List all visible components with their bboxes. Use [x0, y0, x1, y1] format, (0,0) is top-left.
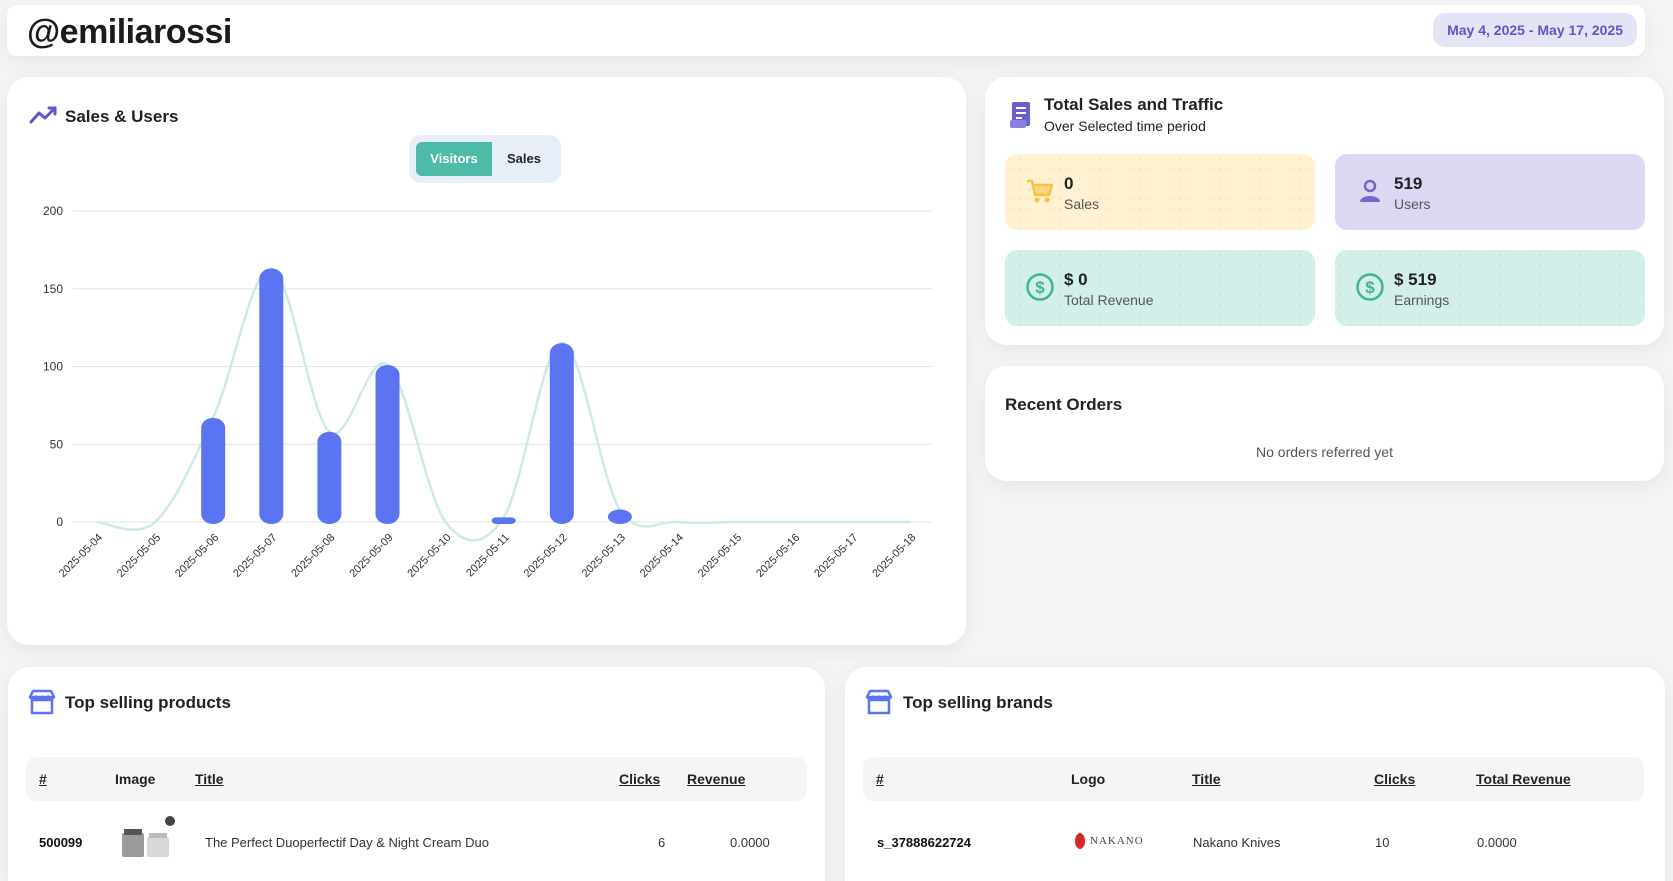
stat-total-revenue: $ $ 0 Total Revenue [1005, 250, 1315, 326]
x-tick-label: 2025-05-06 [173, 532, 221, 580]
y-tick-label: 100 [43, 360, 63, 374]
chart-title: Sales & Users [65, 107, 179, 126]
x-tick-label: 2025-05-13 [580, 532, 628, 580]
date-range-picker[interactable]: May 4, 2025 - May 17, 2025 [1433, 13, 1637, 47]
top-products-title: Top selling products [65, 693, 231, 712]
chart-bar [317, 431, 342, 524]
x-tick-label: 2025-05-10 [405, 532, 453, 580]
page-title: @emiliarossi [27, 13, 232, 51]
chart-bar [607, 509, 632, 524]
cart-icon [1027, 179, 1054, 203]
col-title[interactable]: Title [1192, 771, 1221, 787]
store-icon [28, 689, 56, 715]
brand-title: Nakano Knives [1193, 835, 1281, 850]
chart-bar [491, 517, 516, 524]
svg-text:$: $ [1365, 278, 1375, 297]
y-tick-label: 150 [43, 282, 63, 296]
top-brands-card: Top selling brands # Logo Title Clicks T… [845, 667, 1665, 881]
brands-table-header: # Logo Title Clicks Total Revenue [863, 757, 1644, 801]
col-total-revenue[interactable]: Total Revenue [1476, 771, 1571, 787]
svg-text:$: $ [1035, 278, 1045, 297]
stat-users-value: 519 [1394, 174, 1423, 193]
recent-orders-card: Recent Orders No orders referred yet [985, 366, 1664, 481]
visitors-toggle-button[interactable]: Visitors [416, 142, 492, 176]
stat-earnings: $ $ 519 Earnings [1335, 250, 1645, 326]
x-tick-label: 2025-05-04 [57, 532, 105, 580]
top-brands-title: Top selling brands [903, 693, 1053, 712]
recent-orders-empty-text: No orders referred yet [1256, 444, 1393, 460]
stat-total-revenue-value: $ 0 [1064, 270, 1088, 289]
sales-toggle-button[interactable]: Sales [507, 151, 541, 166]
stat-total-revenue-label: Total Revenue [1064, 292, 1154, 308]
x-tick-label: 2025-05-14 [638, 532, 686, 580]
y-tick-label: 0 [56, 515, 63, 529]
brand-logo: NAKANO [1075, 831, 1144, 851]
receipt-icon [1010, 102, 1030, 128]
col-clicks[interactable]: Clicks [1374, 771, 1416, 787]
dollar-circle-icon: $ [1356, 273, 1384, 301]
product-revenue: 0.0000 [730, 835, 770, 850]
traffic-subtitle: Over Selected time period [1044, 118, 1206, 134]
store-icon [865, 689, 893, 715]
x-tick-label: 2025-05-16 [754, 532, 802, 580]
recent-orders-title: Recent Orders [1005, 395, 1123, 414]
x-tick-label: 2025-05-07 [231, 532, 279, 580]
x-tick-label: 2025-05-12 [522, 532, 570, 580]
top-products-card: Top selling products # Image Title Click… [8, 667, 825, 881]
user-icon [1360, 179, 1380, 202]
x-tick-label: 2025-05-11 [464, 532, 512, 580]
chart-bar [375, 364, 400, 524]
col-logo: Logo [1071, 771, 1106, 787]
page-header: @emiliarossi May 4, 2025 - May 17, 2025 [7, 5, 1645, 56]
x-tick-label: 2025-05-18 [870, 532, 918, 580]
x-tick-label: 2025-05-08 [289, 532, 337, 580]
chart-bar [259, 268, 284, 524]
dollar-circle-icon: $ [1026, 273, 1054, 301]
chart-bar [549, 343, 574, 524]
product-clicks: 6 [658, 835, 666, 850]
product-id: 500099 [39, 835, 83, 850]
sales-users-card: Sales & Users 0 50 100 150 200 2025-05-04 2025… [7, 77, 966, 645]
x-tick-label: 2025-05-09 [347, 532, 395, 580]
visitors-trend-line [96, 267, 911, 542]
brand-revenue: 0.0000 [1477, 835, 1517, 850]
chart-toggle: Visitors Sales [409, 135, 561, 183]
y-tick-label: 50 [50, 437, 64, 451]
stat-earnings-label: Earnings [1394, 292, 1450, 308]
stat-users: 519 Users [1335, 154, 1645, 230]
col-id[interactable]: # [39, 771, 47, 787]
col-clicks[interactable]: Clicks [619, 771, 661, 787]
brand-logo-text: NAKANO [1090, 835, 1144, 847]
col-revenue[interactable]: Revenue [687, 771, 746, 787]
stat-sales: 0 Sales [1005, 154, 1315, 230]
stat-sales-value: 0 [1064, 174, 1074, 193]
y-tick-label: 200 [43, 204, 63, 218]
products-table-header: # Image Title Clicks Revenue [26, 757, 807, 801]
chart-bar [201, 417, 226, 524]
x-tick-label: 2025-05-17 [812, 532, 860, 580]
total-sales-traffic-card: Total Sales and Traffic Over Selected ti… [985, 77, 1664, 345]
brand-clicks: 10 [1375, 835, 1390, 850]
col-id[interactable]: # [876, 771, 884, 787]
brand-id: s_37888622724 [877, 835, 971, 850]
product-title: The Perfect Duoperfectif Day & Night Cre… [205, 835, 489, 850]
stat-users-label: Users [1394, 196, 1431, 212]
stat-earnings-value: $ 519 [1394, 270, 1437, 289]
x-tick-label: 2025-05-05 [115, 532, 163, 580]
trend-icon [29, 106, 57, 124]
traffic-title: Total Sales and Traffic [1044, 95, 1224, 114]
stat-sales-label: Sales [1064, 196, 1100, 212]
product-thumbnail [122, 816, 175, 857]
col-title[interactable]: Title [195, 771, 224, 787]
brand-logo-mark-icon [1075, 833, 1085, 849]
col-image: Image [115, 771, 156, 787]
x-tick-label: 2025-05-15 [696, 532, 744, 580]
